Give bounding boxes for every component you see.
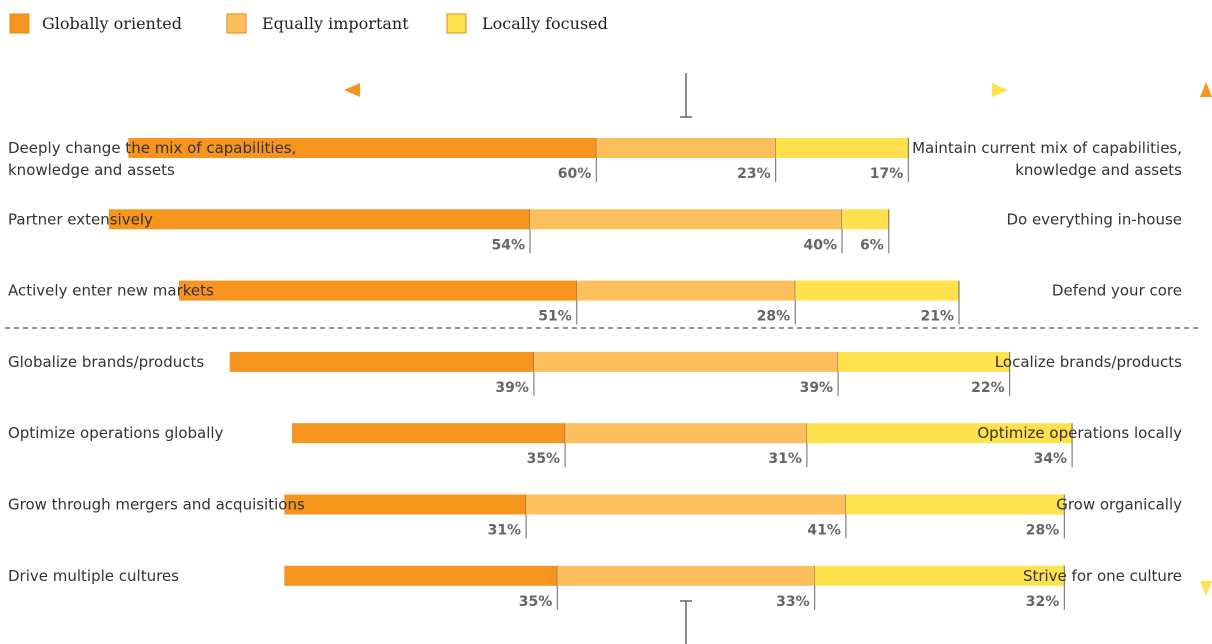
value-label-equally: 23%	[737, 166, 771, 182]
bar-row: 51% 28% 21% Actively enter new markets Defen…	[8, 280, 1182, 325]
value-label-globally: 31%	[488, 523, 522, 539]
bar-segment-locally	[806, 423, 1073, 444]
value-label-equally: 41%	[807, 523, 841, 539]
bar-row: 39% 39% 22% Globalize brands/products Locali…	[8, 351, 1182, 396]
direction-arrows	[344, 73, 1212, 644]
value-label-locally: 17%	[870, 166, 904, 182]
arrow-up-icon	[1200, 82, 1212, 97]
bar-row: 54% 40% 6% Partner extensively Do everything…	[8, 209, 1182, 254]
value-label-globally: 60%	[558, 166, 592, 182]
value-label-locally: 22%	[971, 380, 1005, 396]
right-label: Strive for one culture	[1023, 567, 1182, 585]
legend-swatch-locally	[446, 13, 467, 34]
right-label: Do everything in-house	[1006, 210, 1182, 228]
right-label: knowledge and assets	[1015, 161, 1182, 179]
legend-label-globally: Globally oriented	[42, 14, 182, 33]
center-marker-bottom	[680, 600, 692, 644]
bar-row: 31% 41% 28% Grow through mergers and acquis…	[8, 494, 1182, 539]
bar-segment-locally	[775, 138, 909, 158]
arrow-down-icon	[1200, 581, 1212, 596]
bar-row: 35% 33% 32% Drive multiple cultures Strive f…	[8, 565, 1182, 610]
center-marker-top	[680, 73, 692, 118]
bar-segment-equally	[596, 138, 776, 158]
left-label: knowledge and assets	[8, 161, 175, 179]
bar-segment-globally	[108, 209, 531, 230]
right-label: Grow organically	[1056, 496, 1182, 514]
bar-segment-globally	[179, 280, 577, 301]
right-label: Optimize operations locally	[977, 424, 1182, 442]
value-label-equally: 33%	[776, 594, 810, 610]
left-label: Partner extensively	[8, 210, 153, 228]
left-label: Drive multiple cultures	[8, 567, 179, 585]
bar-segment-globally	[284, 565, 558, 586]
bar-segment-globally	[284, 494, 527, 515]
value-label-equally: 39%	[800, 380, 834, 396]
bar-segment-equally	[526, 494, 846, 515]
value-label-locally: 6%	[860, 237, 884, 253]
value-label-equally: 28%	[757, 309, 791, 325]
legend-swatch-globally	[9, 13, 30, 34]
bar-segment-locally	[838, 351, 1010, 372]
chart-rows: 60% 23% 17% Deeply change the mix of capabi…	[8, 138, 1182, 610]
left-label: Optimize operations globally	[8, 424, 224, 442]
value-label-globally: 35%	[527, 451, 561, 467]
bar-segment-globally	[229, 351, 534, 372]
bar-segment-equally	[565, 423, 807, 444]
bar-segment-equally	[533, 351, 839, 372]
value-label-globally: 51%	[538, 309, 572, 325]
bar-segment-locally	[795, 280, 959, 301]
left-label: Grow through mergers and acquisitions	[8, 496, 305, 514]
value-label-locally: 21%	[920, 309, 954, 325]
legend-swatch-equally	[226, 13, 247, 34]
value-label-equally: 40%	[803, 237, 837, 253]
bar-segment-locally	[814, 565, 1065, 586]
legend: Globally oriented Equally important Loca…	[9, 13, 608, 34]
value-label-globally: 54%	[491, 237, 525, 253]
bar-row: 60% 23% 17% Deeply change the mix of capabi…	[8, 138, 1182, 182]
value-label-globally: 35%	[519, 594, 553, 610]
arrow-left-icon	[344, 83, 360, 97]
bar-segment-locally	[842, 209, 889, 230]
bar-segment-equally	[576, 280, 796, 301]
left-label: Actively enter new markets	[8, 282, 214, 300]
left-label: Globalize brands/products	[8, 353, 204, 371]
bar-segment-locally	[845, 494, 1065, 515]
bar-segment-globally	[128, 138, 597, 158]
value-label-locally: 28%	[1026, 523, 1060, 539]
value-label-locally: 32%	[1026, 594, 1060, 610]
right-label: Defend your core	[1052, 282, 1182, 300]
legend-label-equally: Equally important	[262, 14, 409, 33]
value-label-equally: 31%	[768, 451, 802, 467]
value-label-locally: 34%	[1034, 451, 1068, 467]
legend-label-locally: Locally focused	[482, 14, 608, 33]
bar-row: 35% 31% 34% Optimize operations globally Opt…	[8, 423, 1182, 468]
right-label: Maintain current mix of capabilities,	[912, 139, 1182, 157]
bar-segment-globally	[292, 423, 566, 444]
left-label: Deeply change the mix of capabilities,	[8, 139, 296, 157]
bar-segment-equally	[530, 209, 842, 230]
bar-segment-equally	[557, 565, 815, 586]
arrow-right-icon	[992, 83, 1008, 97]
right-label: Localize brands/products	[995, 353, 1182, 371]
value-label-globally: 39%	[495, 380, 529, 396]
